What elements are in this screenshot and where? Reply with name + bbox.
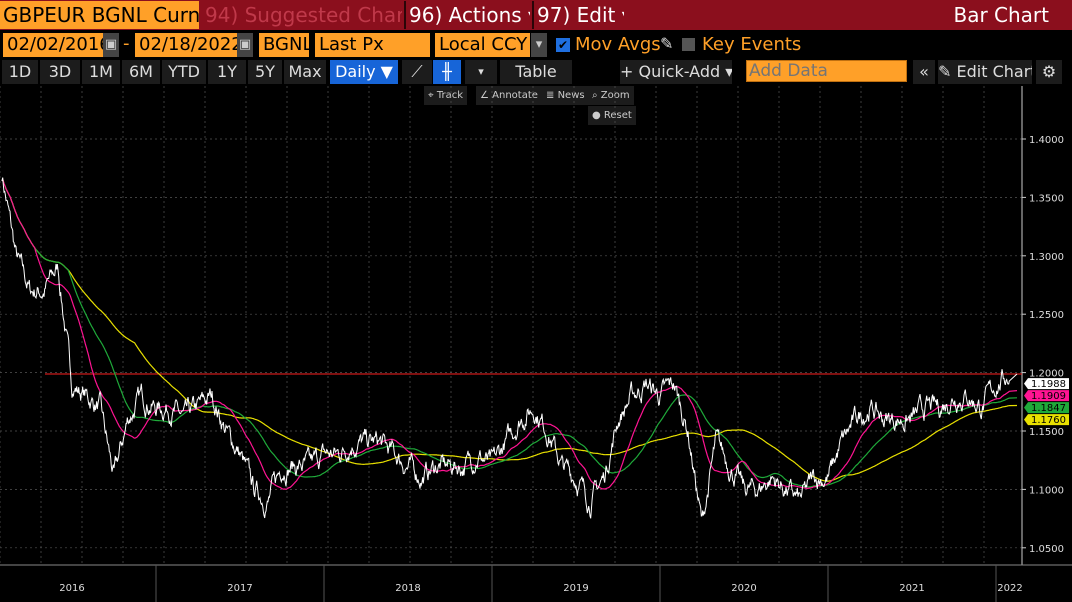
edit-chart-button[interactable]: ✎ Edit Chart xyxy=(938,60,1032,84)
x-tick-label: 2017 xyxy=(227,583,252,594)
period-button-1y[interactable]: 1Y xyxy=(208,60,246,84)
last-value-tag-price xyxy=(1024,378,1069,390)
period-button-6m[interactable]: 6M xyxy=(122,60,160,84)
y-tick-label: 1.2500 xyxy=(1029,310,1064,321)
track-label: Track xyxy=(436,90,463,101)
y-tick-label: 1.1500 xyxy=(1029,427,1064,438)
last-value-label-ma2: 1.1847 xyxy=(1031,403,1066,414)
y-tick-label: 1.0500 xyxy=(1029,544,1064,555)
calendar-icon[interactable]: ▣ xyxy=(103,33,119,57)
y-tick-label: 1.2000 xyxy=(1029,369,1064,380)
period-button-1d[interactable]: 1D xyxy=(2,60,38,84)
y-tick-label: 1.3500 xyxy=(1029,193,1064,204)
date-dash: - xyxy=(123,33,130,54)
reset-label: Reset xyxy=(603,110,632,121)
zoom-label: Zoom xyxy=(600,90,630,101)
last-value-tag-ma3 xyxy=(1024,414,1069,426)
annotate-icon: ∠ xyxy=(480,90,493,101)
currency-selector[interactable]: Local CCY xyxy=(435,33,530,57)
y-tick-label: 1.4000 xyxy=(1029,135,1064,146)
period-button-1m[interactable]: 1M xyxy=(82,60,120,84)
start-date-input[interactable]: 02/02/2016 xyxy=(3,33,103,57)
x-tick-label: 2018 xyxy=(395,583,420,594)
actions-menu[interactable]: 96) Actions ▾ xyxy=(404,1,530,29)
key-events-label: Key Events xyxy=(702,34,802,55)
annotate-label: Annotate xyxy=(492,90,538,101)
x-tick-label: 2020 xyxy=(731,583,756,594)
search-icon: ⌕ xyxy=(592,90,601,101)
chart-type-title: Bar Chart xyxy=(953,3,1049,27)
chevron-down-icon[interactable]: ▾ xyxy=(465,60,497,84)
add-data-input[interactable] xyxy=(746,60,907,82)
edit-menu[interactable]: 97) Edit ▾ xyxy=(532,1,624,29)
last-value-label-price: 1.1988 xyxy=(1031,379,1066,390)
moving-average-200-line xyxy=(1,177,1018,482)
pencil-icon: ✎ xyxy=(938,62,957,81)
period-button-3d[interactable]: 3D xyxy=(40,60,80,84)
mov-avgs-label: Mov Avgs xyxy=(575,34,661,55)
moving-average-100-line xyxy=(1,177,1018,488)
pencil-icon[interactable]: ✎ xyxy=(660,34,674,53)
news-tool[interactable]: ≣ News xyxy=(542,86,589,105)
x-tick-label: 2021 xyxy=(899,583,924,594)
table-button[interactable]: Table xyxy=(500,60,572,84)
gear-icon[interactable]: ⚙ xyxy=(1036,60,1062,84)
period-button-5y[interactable]: 5Y xyxy=(248,60,282,84)
field-selector[interactable]: Last Px xyxy=(315,33,430,57)
last-value-tag-ma2 xyxy=(1024,402,1069,414)
chevron-down-icon[interactable]: ▾ xyxy=(531,33,547,57)
end-date-input[interactable]: 02/18/2022 xyxy=(135,33,237,57)
x-tick-label: 2019 xyxy=(563,583,588,594)
track-tool[interactable]: ⌖ Track xyxy=(424,86,467,105)
edit-chart-label: Edit Chart xyxy=(956,62,1033,81)
quick-add-button[interactable]: + Quick-Add ▾ xyxy=(620,60,732,84)
frequency-dropdown[interactable]: Daily ▼ xyxy=(330,60,398,84)
collapse-icon[interactable]: « xyxy=(913,60,935,84)
annotate-tool[interactable]: ∠ Annotate xyxy=(476,86,542,105)
moving-average-50-line xyxy=(1,177,1018,490)
last-value-label-ma1: 1.1909 xyxy=(1031,391,1066,402)
zoom-tool[interactable]: ⌕ Zoom xyxy=(588,86,634,105)
price-chart[interactable]: 1.0500 1.1000 1.1500 1.2000 1.2500 1.3000 1.35… xyxy=(0,86,1072,602)
x-tick-label: 2016 xyxy=(59,583,84,594)
last-value-tag-ma1 xyxy=(1024,390,1069,402)
x-tick-label: 2022 xyxy=(997,583,1022,594)
security-field[interactable]: GBPEUR BGNL Curnc xyxy=(0,1,199,29)
source-field[interactable]: BGNL xyxy=(259,33,309,57)
suggested-charts-menu[interactable]: 94) Suggested Charts xyxy=(205,3,402,27)
news-label: News xyxy=(557,90,585,101)
crosshair-icon: ⌖ xyxy=(428,90,437,101)
period-button-ytd[interactable]: YTD xyxy=(162,60,206,84)
bar-chart-icon[interactable]: ╫ xyxy=(433,60,461,84)
last-value-label-ma3: 1.1760 xyxy=(1031,415,1066,426)
period-button-max[interactable]: Max xyxy=(284,60,326,84)
reset-icon: ● xyxy=(592,110,604,121)
y-tick-label: 1.3000 xyxy=(1029,252,1064,263)
price-series-line xyxy=(1,177,1018,519)
calendar-icon[interactable]: ▣ xyxy=(237,33,253,57)
reset-button[interactable]: ● Reset xyxy=(588,106,636,125)
key-events-checkbox[interactable] xyxy=(682,38,695,51)
y-tick-label: 1.1000 xyxy=(1029,485,1064,496)
news-icon: ≣ xyxy=(546,90,558,101)
line-chart-icon[interactable]: ⟋ xyxy=(402,60,432,84)
mov-avgs-checkbox[interactable]: ✔ xyxy=(556,38,570,52)
